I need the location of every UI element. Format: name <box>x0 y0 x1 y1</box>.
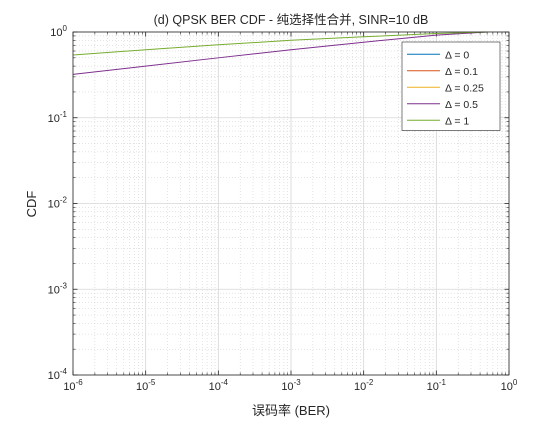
series-line-5 <box>72 31 488 56</box>
x-axis-label: 误码率 (BER) <box>252 403 330 418</box>
y-tick-label: 10-3 <box>48 281 68 296</box>
y-tick-label: 10-1 <box>48 110 68 125</box>
series-line-4 <box>72 31 488 75</box>
y-axis-label: CDF <box>24 191 39 218</box>
x-tick-label: 10-2 <box>354 378 374 393</box>
legend-label: Δ = 0 <box>445 49 469 61</box>
legend-label: Δ = 1 <box>445 115 469 127</box>
x-tick-label: 10-6 <box>63 378 83 393</box>
y-tick-label: 100 <box>50 24 67 39</box>
legend-label: Δ = 0.1 <box>445 66 478 78</box>
legend-label: Δ = 0.5 <box>445 99 478 111</box>
x-tick-label: 10-4 <box>209 378 229 393</box>
axes-box <box>72 31 510 376</box>
legend-box <box>401 41 501 131</box>
x-tick-label: 10-1 <box>427 378 447 393</box>
y-tick-labels: 10-4 10-3 10-2 10-1 100 <box>48 24 68 382</box>
x-tick-label: 100 <box>501 378 518 393</box>
y-tick-label: 10-4 <box>48 367 68 382</box>
legend: Δ = 0 Δ = 0.1 Δ = 0.25 Δ = 0.5 Δ = 1 <box>401 41 501 131</box>
x-tick-label: 10-5 <box>136 378 156 393</box>
x-tick-labels: 10-6 10-5 10-4 10-3 10-2 10-1 100 <box>63 378 518 393</box>
y-tick-label: 10-2 <box>48 196 68 211</box>
x-tick-label: 10-3 <box>281 378 301 393</box>
series-lines <box>72 31 488 75</box>
legend-label: Δ = 0.25 <box>445 82 484 94</box>
chart-title: (d) QPSK BER CDF - 纯选择性合并, SINR=10 dB <box>154 12 429 27</box>
